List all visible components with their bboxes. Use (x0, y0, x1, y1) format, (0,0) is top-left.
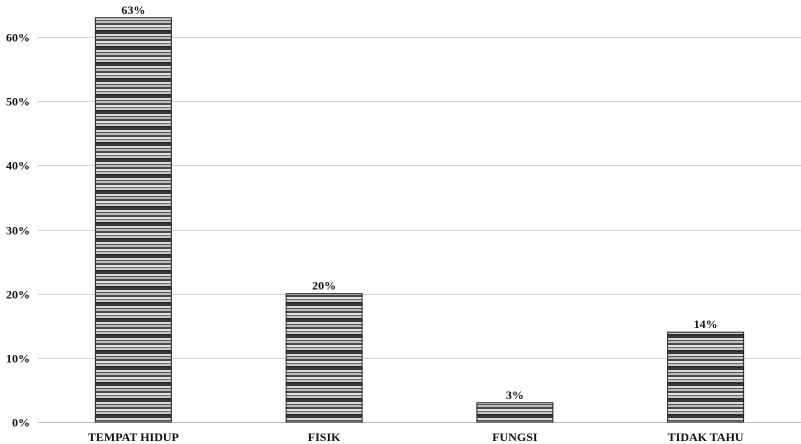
y-tick-label: 20% (6, 288, 30, 302)
data-label: 3% (506, 388, 524, 402)
bars (94, 17, 745, 423)
y-tick-label: 10% (6, 352, 30, 366)
bar-tidak-tahu (667, 331, 745, 423)
y-tick-label: 60% (6, 31, 30, 45)
x-category-label: FISIK (308, 430, 341, 444)
x-category-label: FUNGSI (492, 430, 538, 444)
y-tick-label: 30% (6, 224, 30, 238)
y-tick-label: 0% (12, 416, 30, 430)
bar-fisik (285, 293, 363, 423)
bar-tempat-hidup (94, 17, 172, 423)
y-axis: 0% 10% 20% 30% 40% 50% 60% (6, 31, 30, 430)
x-category-label: TEMPAT HIDUP (88, 430, 179, 444)
bar-fungsi (476, 402, 554, 423)
data-labels: 63% 20% 3% 14% (121, 3, 717, 402)
x-category-label: TIDAK TAHU (668, 430, 744, 444)
data-label: 63% (121, 3, 145, 17)
x-axis: TEMPAT HIDUP FISIK FUNGSI TIDAK TAHU (88, 430, 744, 444)
data-label: 20% (312, 279, 336, 293)
y-tick-label: 50% (6, 95, 30, 109)
data-label: 14% (694, 317, 718, 331)
y-tick-label: 40% (6, 159, 30, 173)
